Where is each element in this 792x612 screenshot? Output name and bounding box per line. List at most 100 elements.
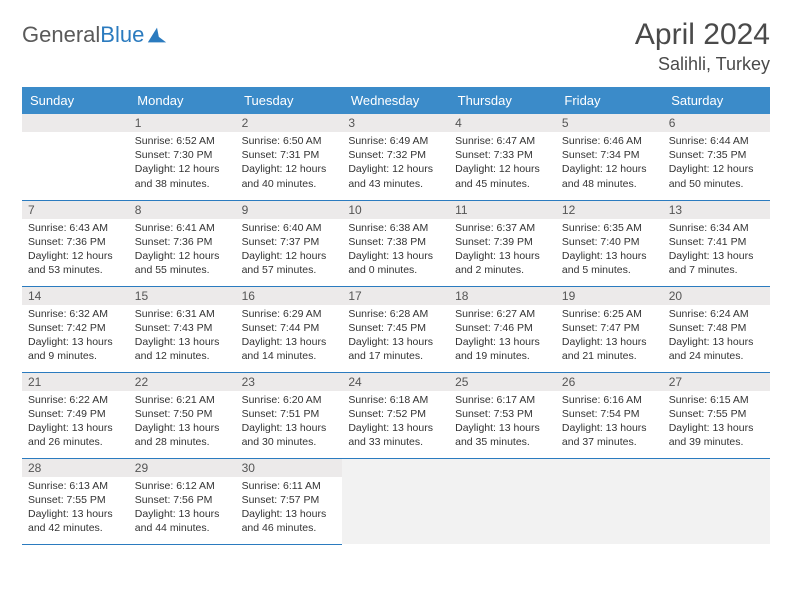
daylight-line: Daylight: 13 hours and 46 minutes. bbox=[242, 507, 337, 535]
daylight-line: Daylight: 12 hours and 57 minutes. bbox=[242, 249, 337, 277]
sunset-line: Sunset: 7:33 PM bbox=[455, 148, 550, 162]
day-body: Sunrise: 6:31 AMSunset: 7:43 PMDaylight:… bbox=[129, 305, 236, 368]
daylight-line: Daylight: 13 hours and 33 minutes. bbox=[348, 421, 443, 449]
day-number: 13 bbox=[663, 201, 770, 219]
sunrise-line: Sunrise: 6:25 AM bbox=[562, 307, 657, 321]
day-number: 1 bbox=[129, 114, 236, 132]
daylight-line: Daylight: 13 hours and 9 minutes. bbox=[28, 335, 123, 363]
day-number: 25 bbox=[449, 373, 556, 391]
day-cell-13: 13Sunrise: 6:34 AMSunset: 7:41 PMDayligh… bbox=[663, 200, 770, 286]
day-body: Sunrise: 6:40 AMSunset: 7:37 PMDaylight:… bbox=[236, 219, 343, 282]
day-cell-29: 29Sunrise: 6:12 AMSunset: 7:56 PMDayligh… bbox=[129, 458, 236, 544]
sunset-line: Sunset: 7:43 PM bbox=[135, 321, 230, 335]
day-body: Sunrise: 6:32 AMSunset: 7:42 PMDaylight:… bbox=[22, 305, 129, 368]
daylight-line: Daylight: 13 hours and 24 minutes. bbox=[669, 335, 764, 363]
day-number: 15 bbox=[129, 287, 236, 305]
day-number: 18 bbox=[449, 287, 556, 305]
day-number: 5 bbox=[556, 114, 663, 132]
calendar-row: 14Sunrise: 6:32 AMSunset: 7:42 PMDayligh… bbox=[22, 286, 770, 372]
day-number: 23 bbox=[236, 373, 343, 391]
day-number: 16 bbox=[236, 287, 343, 305]
day-body: Sunrise: 6:22 AMSunset: 7:49 PMDaylight:… bbox=[22, 391, 129, 454]
calendar-row: 28Sunrise: 6:13 AMSunset: 7:55 PMDayligh… bbox=[22, 458, 770, 544]
day-number: 11 bbox=[449, 201, 556, 219]
sunset-line: Sunset: 7:34 PM bbox=[562, 148, 657, 162]
empty-cell bbox=[663, 458, 770, 544]
day-cell-17: 17Sunrise: 6:28 AMSunset: 7:45 PMDayligh… bbox=[342, 286, 449, 372]
calendar-body: 1Sunrise: 6:52 AMSunset: 7:30 PMDaylight… bbox=[22, 114, 770, 544]
logo-word-b: Blue bbox=[100, 22, 144, 47]
sunset-line: Sunset: 7:49 PM bbox=[28, 407, 123, 421]
sunset-line: Sunset: 7:35 PM bbox=[669, 148, 764, 162]
day-cell-20: 20Sunrise: 6:24 AMSunset: 7:48 PMDayligh… bbox=[663, 286, 770, 372]
sunset-line: Sunset: 7:45 PM bbox=[348, 321, 443, 335]
day-number: 26 bbox=[556, 373, 663, 391]
day-number: 17 bbox=[342, 287, 449, 305]
sunrise-line: Sunrise: 6:31 AM bbox=[135, 307, 230, 321]
sunset-line: Sunset: 7:50 PM bbox=[135, 407, 230, 421]
sunset-line: Sunset: 7:38 PM bbox=[348, 235, 443, 249]
day-number: 3 bbox=[342, 114, 449, 132]
daylight-line: Daylight: 13 hours and 5 minutes. bbox=[562, 249, 657, 277]
sunrise-line: Sunrise: 6:15 AM bbox=[669, 393, 764, 407]
sunset-line: Sunset: 7:30 PM bbox=[135, 148, 230, 162]
day-body: Sunrise: 6:41 AMSunset: 7:36 PMDaylight:… bbox=[129, 219, 236, 282]
day-cell-11: 11Sunrise: 6:37 AMSunset: 7:39 PMDayligh… bbox=[449, 200, 556, 286]
sunrise-line: Sunrise: 6:12 AM bbox=[135, 479, 230, 493]
sunrise-line: Sunrise: 6:27 AM bbox=[455, 307, 550, 321]
calendar-row: 21Sunrise: 6:22 AMSunset: 7:49 PMDayligh… bbox=[22, 372, 770, 458]
day-cell-23: 23Sunrise: 6:20 AMSunset: 7:51 PMDayligh… bbox=[236, 372, 343, 458]
day-body: Sunrise: 6:52 AMSunset: 7:30 PMDaylight:… bbox=[129, 132, 236, 195]
day-number: 21 bbox=[22, 373, 129, 391]
day-cell-19: 19Sunrise: 6:25 AMSunset: 7:47 PMDayligh… bbox=[556, 286, 663, 372]
sunset-line: Sunset: 7:55 PM bbox=[669, 407, 764, 421]
daylight-line: Daylight: 12 hours and 55 minutes. bbox=[135, 249, 230, 277]
logo: GeneralBlue bbox=[22, 22, 168, 48]
empty-cell bbox=[342, 458, 449, 544]
daylight-line: Daylight: 13 hours and 12 minutes. bbox=[135, 335, 230, 363]
day-number: 4 bbox=[449, 114, 556, 132]
day-number: 12 bbox=[556, 201, 663, 219]
day-body: Sunrise: 6:46 AMSunset: 7:34 PMDaylight:… bbox=[556, 132, 663, 195]
sunrise-line: Sunrise: 6:46 AM bbox=[562, 134, 657, 148]
day-number: 10 bbox=[342, 201, 449, 219]
day-cell-4: 4Sunrise: 6:47 AMSunset: 7:33 PMDaylight… bbox=[449, 114, 556, 200]
sunset-line: Sunset: 7:47 PM bbox=[562, 321, 657, 335]
daylight-line: Daylight: 13 hours and 21 minutes. bbox=[562, 335, 657, 363]
sunset-line: Sunset: 7:39 PM bbox=[455, 235, 550, 249]
sunrise-line: Sunrise: 6:35 AM bbox=[562, 221, 657, 235]
logo-mark-icon bbox=[146, 24, 168, 46]
sunset-line: Sunset: 7:51 PM bbox=[242, 407, 337, 421]
day-number: 22 bbox=[129, 373, 236, 391]
day-cell-15: 15Sunrise: 6:31 AMSunset: 7:43 PMDayligh… bbox=[129, 286, 236, 372]
daylight-line: Daylight: 13 hours and 0 minutes. bbox=[348, 249, 443, 277]
daylight-line: Daylight: 13 hours and 17 minutes. bbox=[348, 335, 443, 363]
sunrise-line: Sunrise: 6:49 AM bbox=[348, 134, 443, 148]
logo-word-a: General bbox=[22, 22, 100, 47]
month-title: April 2024 bbox=[635, 18, 770, 52]
daylight-line: Daylight: 12 hours and 45 minutes. bbox=[455, 162, 550, 190]
location: Salihli, Turkey bbox=[635, 54, 770, 75]
sunrise-line: Sunrise: 6:52 AM bbox=[135, 134, 230, 148]
day-cell-9: 9Sunrise: 6:40 AMSunset: 7:37 PMDaylight… bbox=[236, 200, 343, 286]
daylight-line: Daylight: 13 hours and 28 minutes. bbox=[135, 421, 230, 449]
sunrise-line: Sunrise: 6:24 AM bbox=[669, 307, 764, 321]
sunrise-line: Sunrise: 6:21 AM bbox=[135, 393, 230, 407]
day-cell-30: 30Sunrise: 6:11 AMSunset: 7:57 PMDayligh… bbox=[236, 458, 343, 544]
sunset-line: Sunset: 7:40 PM bbox=[562, 235, 657, 249]
day-body: Sunrise: 6:15 AMSunset: 7:55 PMDaylight:… bbox=[663, 391, 770, 454]
weekday-thursday: Thursday bbox=[449, 87, 556, 114]
daylight-line: Daylight: 13 hours and 35 minutes. bbox=[455, 421, 550, 449]
day-number: 7 bbox=[22, 201, 129, 219]
weekday-friday: Friday bbox=[556, 87, 663, 114]
day-cell-28: 28Sunrise: 6:13 AMSunset: 7:55 PMDayligh… bbox=[22, 458, 129, 544]
day-body: Sunrise: 6:47 AMSunset: 7:33 PMDaylight:… bbox=[449, 132, 556, 195]
weekday-saturday: Saturday bbox=[663, 87, 770, 114]
day-body: Sunrise: 6:11 AMSunset: 7:57 PMDaylight:… bbox=[236, 477, 343, 540]
day-number: 29 bbox=[129, 459, 236, 477]
weekday-monday: Monday bbox=[129, 87, 236, 114]
day-cell-3: 3Sunrise: 6:49 AMSunset: 7:32 PMDaylight… bbox=[342, 114, 449, 200]
sunset-line: Sunset: 7:36 PM bbox=[28, 235, 123, 249]
daynum-empty bbox=[449, 459, 556, 477]
day-number: 9 bbox=[236, 201, 343, 219]
